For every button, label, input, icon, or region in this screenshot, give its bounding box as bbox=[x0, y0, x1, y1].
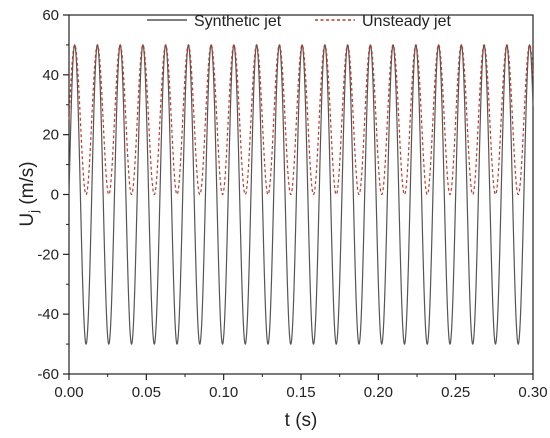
series-line-synthetic-jet bbox=[68, 44, 534, 345]
y-tick-label: 0 bbox=[51, 187, 59, 204]
y-axis: -60 -40 -20 0 20 40 60 bbox=[37, 7, 69, 383]
y-tick-label: 20 bbox=[42, 127, 59, 144]
x-tick-label: 0.10 bbox=[209, 384, 238, 401]
legend-label-synthetic-jet: Synthetic jet bbox=[194, 13, 282, 30]
x-tick-label: 0.00 bbox=[54, 384, 83, 401]
x-tick-label: 0.05 bbox=[132, 384, 161, 401]
y-axis-title-sub: j bbox=[26, 210, 41, 214]
x-tick-label: 0.25 bbox=[441, 384, 470, 401]
y-tick-label: 40 bbox=[42, 67, 59, 84]
plot-area bbox=[68, 14, 534, 375]
y-tick-label: -60 bbox=[37, 366, 59, 383]
y-tick-label: -20 bbox=[37, 246, 59, 263]
legend-label-unsteady-jet: Unsteady jet bbox=[362, 13, 451, 30]
y-axis-title-unit: (m/s) bbox=[17, 161, 38, 210]
series-line-unsteady-jet bbox=[68, 44, 534, 196]
y-axis-title: Uj (m/s) bbox=[17, 161, 41, 226]
y-tick-label: -40 bbox=[37, 306, 59, 323]
x-axis: 0.00 0.05 0.10 0.15 0.20 0.25 0.30 bbox=[54, 374, 548, 401]
x-tick-label: 0.30 bbox=[518, 384, 547, 401]
y-axis-title-main: U bbox=[17, 213, 38, 227]
x-axis-title: t (s) bbox=[285, 410, 318, 431]
y-tick-label: 60 bbox=[42, 7, 59, 24]
x-tick-label: 0.15 bbox=[286, 384, 315, 401]
legend: Synthetic jet Unsteady jet bbox=[147, 13, 451, 30]
x-tick-label: 0.20 bbox=[364, 384, 393, 401]
